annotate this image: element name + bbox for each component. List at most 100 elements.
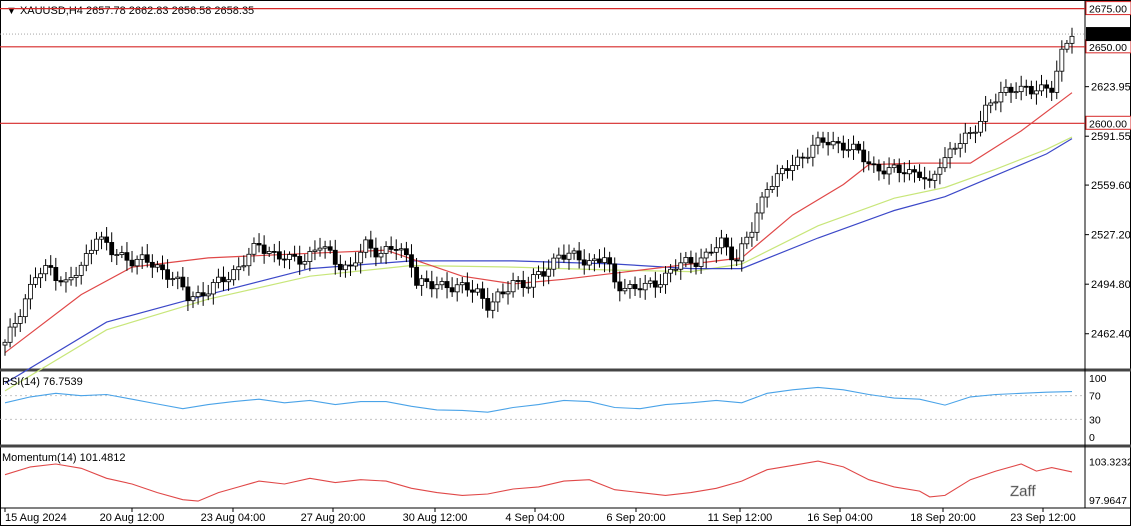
- candle-body: [988, 102, 994, 106]
- candle-body: [464, 282, 470, 291]
- candle-body: [480, 288, 486, 299]
- candle: [2, 339, 8, 356]
- candle-body: [38, 273, 43, 279]
- candle-body: [652, 280, 658, 288]
- rsi-line: [4, 386, 1073, 413]
- candle-body: [68, 277, 74, 281]
- candle: [759, 191, 765, 220]
- candle-body: [1064, 42, 1070, 50]
- candle: [973, 125, 978, 144]
- candle: [271, 243, 277, 263]
- candle-body: [155, 264, 160, 268]
- candle-body: [287, 254, 292, 260]
- candle: [835, 136, 841, 154]
- candle: [134, 255, 140, 275]
- candle: [876, 159, 882, 181]
- candle: [297, 245, 303, 275]
- candle-body: [1013, 91, 1019, 94]
- candle: [586, 253, 592, 271]
- candle: [363, 236, 369, 259]
- candle: [901, 162, 907, 183]
- x-tick-label-6: 6 Sep 20:00: [606, 512, 665, 524]
- candle: [683, 251, 689, 268]
- rsi-tick-label-0: 100: [1089, 373, 1107, 385]
- candle-body: [231, 269, 237, 281]
- candle-body: [886, 167, 892, 175]
- candle-body: [17, 316, 23, 324]
- candle: [698, 248, 704, 274]
- candle-body: [1034, 90, 1039, 95]
- y-tick-label-3: 2559.60: [1091, 180, 1131, 192]
- candle-body: [144, 254, 150, 263]
- candle-body: [180, 276, 186, 288]
- candle: [749, 222, 755, 247]
- candle-body: [124, 252, 130, 261]
- candle-body: [668, 268, 674, 274]
- candle: [312, 240, 318, 261]
- candle-body: [927, 178, 933, 181]
- candle-body: [947, 148, 953, 159]
- candle-body: [637, 288, 643, 291]
- candle-body: [576, 250, 582, 261]
- candle: [617, 271, 623, 302]
- candle: [891, 159, 897, 173]
- x-tick-label-7: 11 Sep 12:00: [708, 512, 773, 524]
- candle: [790, 154, 795, 181]
- candle: [7, 318, 13, 348]
- y-tick-label-4: 2591.55: [1091, 131, 1131, 143]
- candle-body: [165, 269, 170, 280]
- candle: [1028, 80, 1034, 100]
- candle: [292, 245, 298, 262]
- candle: [927, 170, 933, 188]
- candle-body: [22, 298, 28, 318]
- candle-body: [658, 284, 663, 288]
- candle-body: [119, 252, 125, 255]
- candle: [1039, 74, 1044, 96]
- candle-body: [825, 141, 831, 146]
- candle: [393, 239, 399, 260]
- candle: [403, 241, 409, 263]
- momentum-line: [4, 460, 1073, 502]
- candle-body: [932, 173, 938, 181]
- candle: [642, 274, 648, 300]
- candle-body: [251, 243, 257, 255]
- candle-body: [505, 291, 511, 295]
- candle-body: [470, 289, 475, 293]
- candle: [434, 276, 440, 299]
- candle-body: [495, 291, 501, 303]
- candle: [139, 246, 145, 269]
- candle-body: [337, 263, 343, 271]
- candle-body: [221, 276, 226, 283]
- candle-body: [88, 249, 94, 254]
- candle: [348, 257, 353, 277]
- candle-body: [866, 161, 872, 165]
- candle-body: [434, 284, 440, 290]
- candle: [276, 241, 282, 266]
- candle: [1018, 75, 1024, 101]
- candle: [1034, 80, 1039, 105]
- candle: [358, 243, 364, 274]
- rsi-tick-label-2: 30: [1089, 414, 1101, 426]
- candle: [231, 265, 237, 286]
- candle: [1069, 27, 1075, 54]
- candle-body: [774, 173, 780, 187]
- candle: [591, 254, 597, 272]
- candle: [53, 257, 59, 291]
- candle: [769, 175, 775, 193]
- candle: [739, 237, 745, 272]
- candle: [500, 283, 506, 299]
- candle-body: [261, 244, 267, 254]
- candle-body: [276, 251, 282, 260]
- candle-body: [942, 157, 948, 169]
- candle: [978, 110, 983, 137]
- candle: [221, 266, 226, 291]
- candle: [1003, 79, 1009, 96]
- candle: [459, 276, 465, 294]
- candle: [510, 272, 516, 298]
- candle: [825, 132, 831, 156]
- candle-body: [769, 186, 775, 190]
- candle-body: [525, 286, 531, 289]
- candle: [83, 244, 89, 272]
- candle: [58, 276, 64, 287]
- candle: [409, 244, 414, 278]
